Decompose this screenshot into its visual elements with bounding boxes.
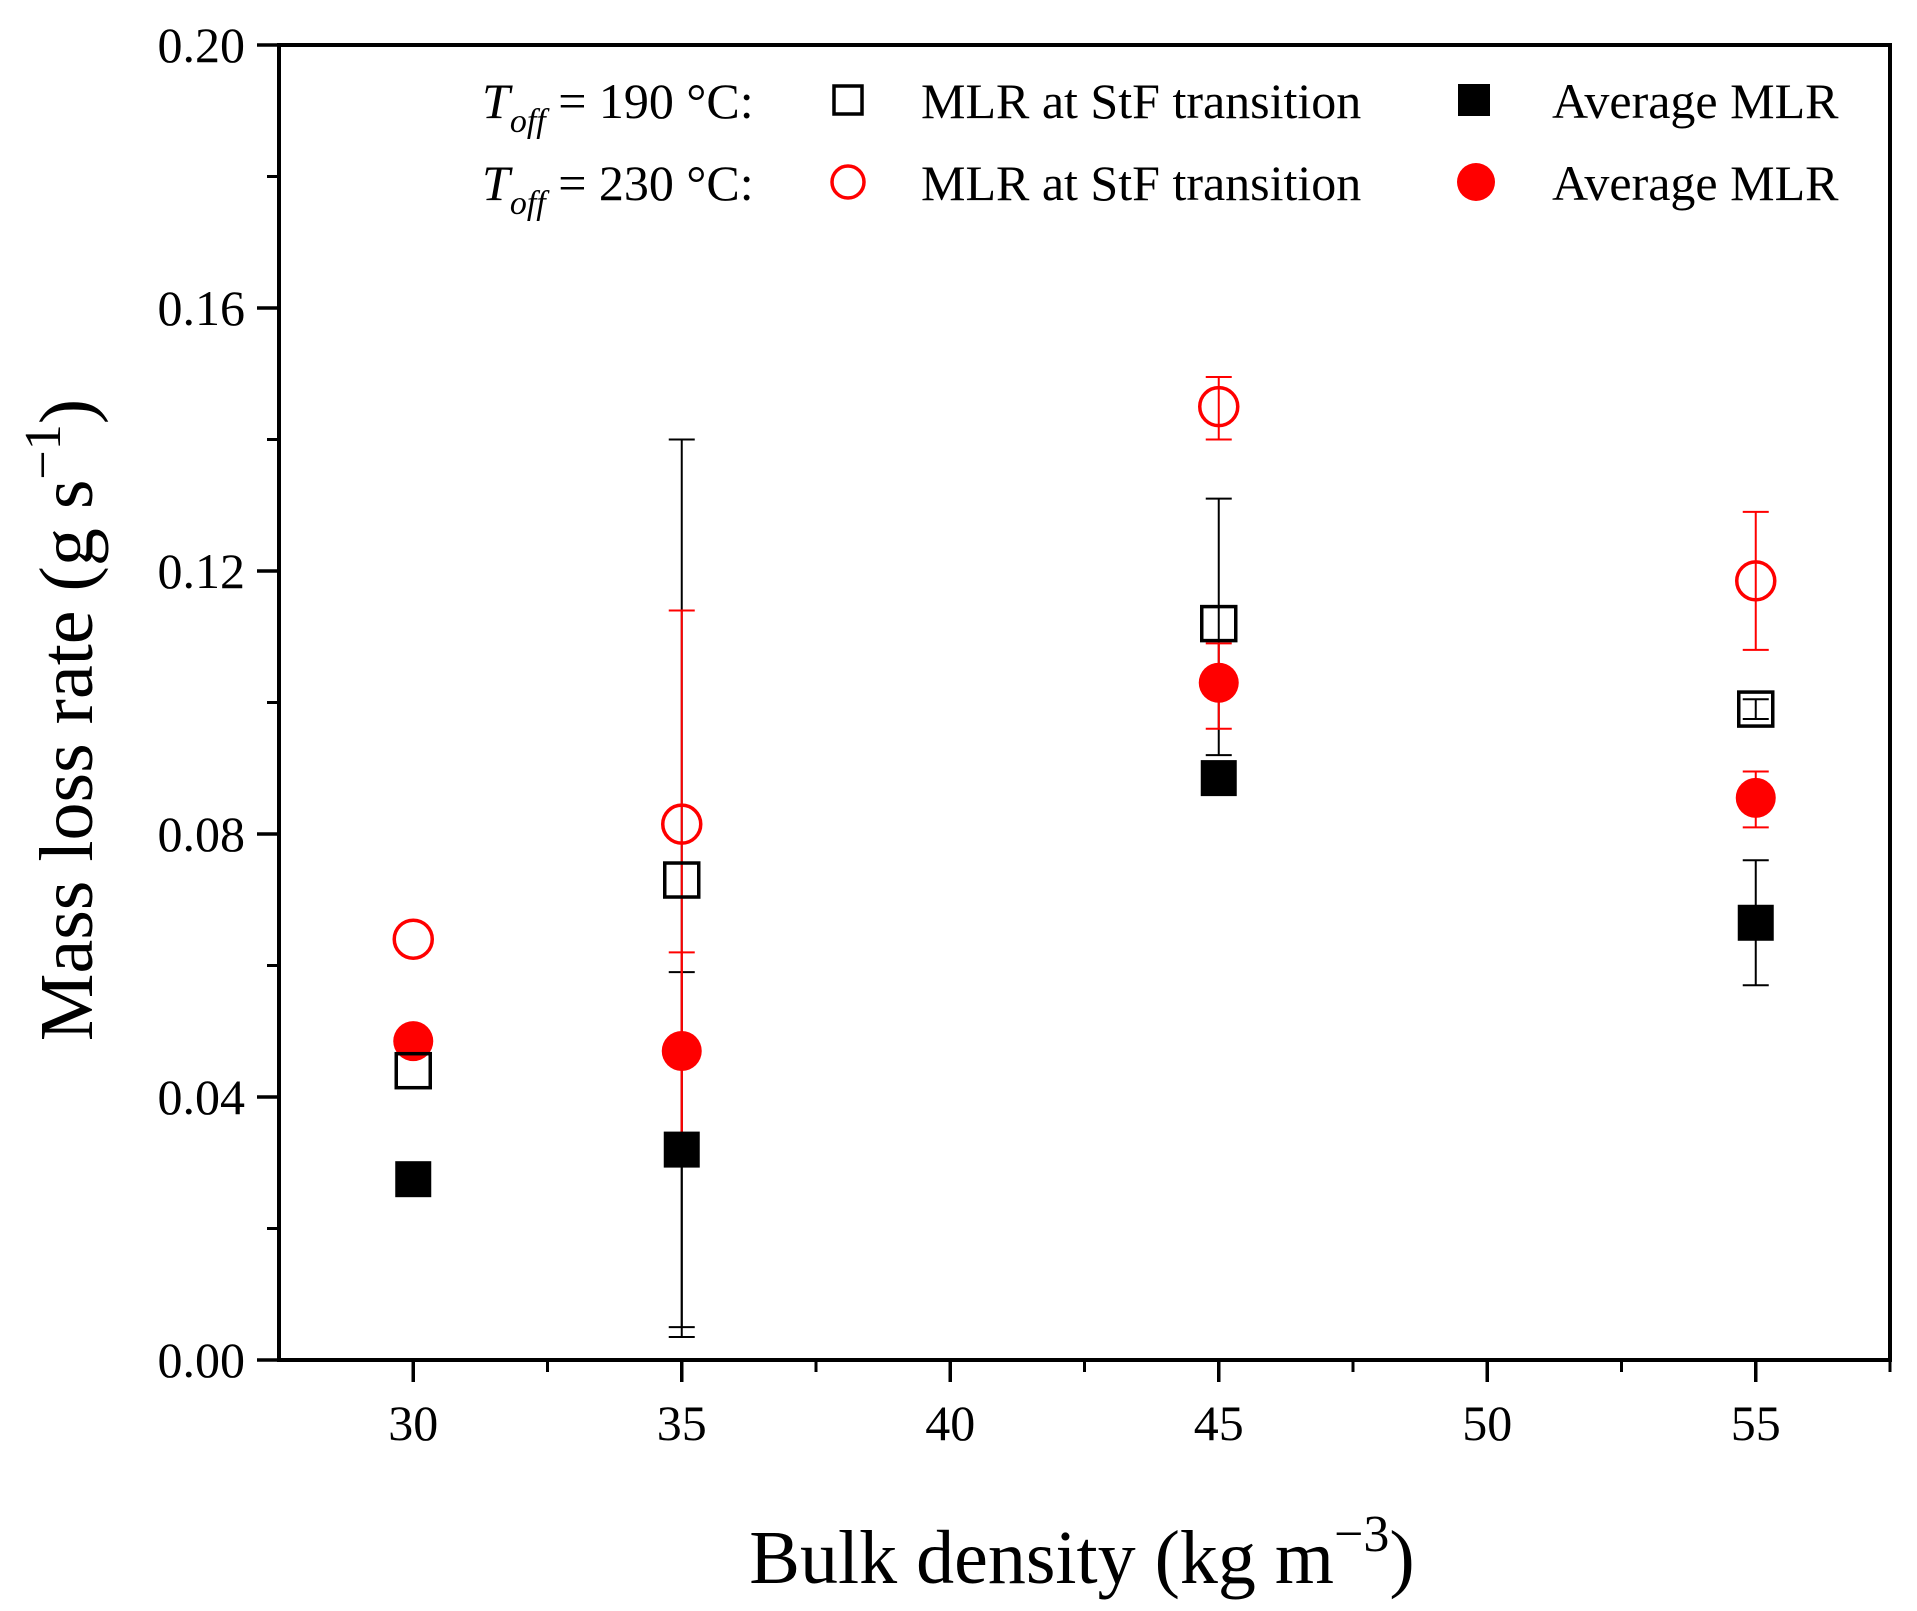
legend-condition-text: = 230 °C: <box>546 155 754 211</box>
legend-row-190-condition: Toff = 190 °C: <box>482 73 754 140</box>
tick-labels: 30 35 40 45 50 55 0.00 0.04 0.08 0.12 0.16 0.20 <box>158 17 1781 1451</box>
t230_avg-point <box>393 1021 434 1062</box>
legend-marker-filled-circle <box>1457 163 1495 201</box>
legend-t-symbol: T <box>482 155 513 211</box>
legend-row-230-condition: Toff = 230 °C: <box>482 155 754 222</box>
legend-t-symbol: T <box>482 73 513 129</box>
legend-condition-text: = 190 °C: <box>546 73 754 129</box>
x-axis-title-main: Bulk density (kg m <box>749 1516 1334 1600</box>
legend-label-190-avg: Average MLR <box>1552 73 1839 129</box>
x-axis-title: Bulk density (kg m−3) <box>749 1506 1414 1600</box>
data-markers <box>392 385 1777 1198</box>
t190_stf-point <box>1200 604 1238 643</box>
x-tick-label: 50 <box>1462 1395 1512 1451</box>
t230_stf-point <box>392 918 434 960</box>
y-tick-label: 0.20 <box>158 17 246 73</box>
legend-marker-open-square <box>832 84 864 116</box>
t230_avg-point <box>1735 777 1776 818</box>
y-axis-title: Mass loss rate (g s−1) <box>15 399 109 1041</box>
x-tick-label: 30 <box>388 1395 438 1451</box>
y-axis-title-close: ) <box>25 399 109 424</box>
legend-marker-filled-square <box>1458 84 1490 116</box>
legend-label-190-stf: MLR at StF transition <box>921 73 1361 129</box>
x-axis-title-close: ) <box>1389 1516 1414 1600</box>
x-axis-title-exponent: −3 <box>1334 1506 1389 1563</box>
legend-row-230: Toff = 230 °C: MLR at StF transition Ave… <box>482 155 1839 222</box>
legend-marker-open-circle <box>830 164 866 200</box>
x-tick-label: 55 <box>1731 1395 1781 1451</box>
x-tick-label: 45 <box>1194 1395 1244 1451</box>
y-tick-label: 0.04 <box>158 1069 246 1125</box>
legend: Toff = 190 °C: MLR at StF transition Ave… <box>482 73 1839 222</box>
legend-label-230-avg: Average MLR <box>1552 155 1839 211</box>
t230_avg-point <box>1198 662 1239 703</box>
y-tick-label: 0.00 <box>158 1332 246 1388</box>
x-tick-label: 35 <box>657 1395 707 1451</box>
t190_avg-point <box>1737 904 1774 941</box>
t190_avg-point <box>395 1161 432 1198</box>
legend-label-230-stf: MLR at StF transition <box>921 155 1361 211</box>
legend-t-subscript: off <box>510 185 550 222</box>
y-tick-label: 0.12 <box>158 543 246 599</box>
y-axis-title-main: Mass loss rate (g s <box>25 480 109 1042</box>
plot-area-frame <box>277 43 1892 1362</box>
t190_stf-point <box>1737 690 1775 728</box>
legend-t-subscript: off <box>510 103 550 140</box>
x-tick-label: 40 <box>925 1395 975 1451</box>
t190_stf-point <box>394 1051 432 1090</box>
t190_avg-point <box>663 1131 700 1168</box>
t190_avg-point <box>1200 760 1237 797</box>
t230_stf-point <box>661 803 703 845</box>
t230_stf-point <box>1198 385 1240 428</box>
y-tick-label: 0.16 <box>158 280 246 336</box>
y-axis-title-exponent: −1 <box>15 424 72 479</box>
t190_stf-point <box>663 861 701 899</box>
t230_stf-point <box>1735 560 1777 602</box>
t230_avg-point <box>661 1030 702 1071</box>
legend-row-190: Toff = 190 °C: MLR at StF transition Ave… <box>482 73 1839 140</box>
y-tick-label: 0.08 <box>158 806 246 862</box>
